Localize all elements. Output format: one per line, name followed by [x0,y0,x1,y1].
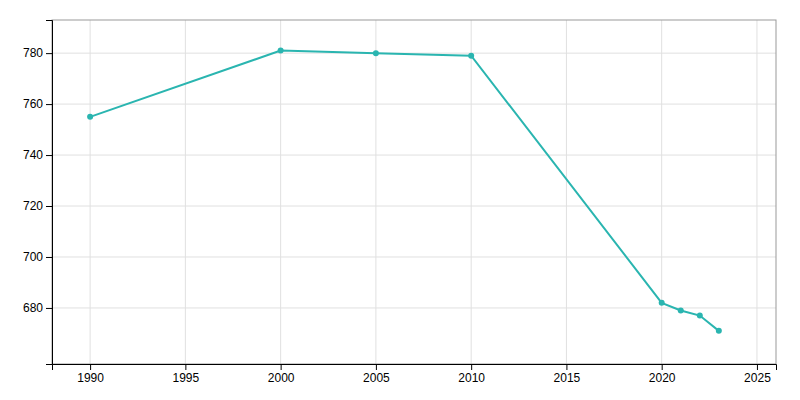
y-tick-mark [46,53,52,54]
data-layer [87,48,722,334]
x-tick-mark [566,364,567,370]
x-tick: 2000 [268,364,295,385]
x-tick-label: 2015 [554,371,581,385]
x-tick-mark [662,364,663,370]
x-axis: 1990 1995 2000 2005 2010 2015 2020 2025 [53,364,777,385]
y-tick-label: 720 [23,199,43,213]
x-tick: 2015 [554,364,581,385]
x-tick-label: 1990 [77,371,104,385]
x-tick-label: 2000 [268,371,295,385]
x-tick: 2010 [458,364,485,385]
chart-container: 1990 1995 2000 2005 2010 2015 2020 2025 680 700 72… [0,0,800,400]
chart-svg: 1990 1995 2000 2005 2010 2015 2020 2025 680 700 72… [0,0,800,400]
x-tick: 1995 [173,364,200,385]
x-tick-mark [90,364,91,370]
plot-frame [52,20,776,364]
x-grid-line [375,20,376,364]
x-tick-mark [471,364,472,370]
y-grid-line [52,155,776,156]
x-grid-line [90,20,91,364]
data-point [716,328,722,334]
y-tick: 780 [23,46,52,60]
x-tick-label: 2020 [649,371,676,385]
x-grid-line [566,20,567,364]
x-tick-mark [376,364,377,370]
x-tick-label: 2025 [744,371,771,385]
data-point [678,307,684,313]
x-tick: 2005 [363,364,390,385]
y-tick: 740 [23,148,52,162]
data-point [697,313,703,319]
y-grid-line [52,206,776,207]
y-tick-mark [46,257,52,258]
y-tick-label: 780 [23,46,43,60]
y-grid-line [52,104,776,105]
x-tick-label: 2005 [363,371,390,385]
y-tick-label: 700 [23,250,43,264]
data-point [278,48,284,54]
y-tick: 720 [23,199,52,213]
x-grid-line [471,20,472,364]
y-axis: 680 700 720 740 760 780 [23,21,53,365]
x-tick: 2025 [744,364,771,385]
y-tick-mark [46,104,52,105]
y-tick-label: 680 [23,301,43,315]
x-grid-line [185,20,186,364]
x-tick: 2020 [649,364,676,385]
y-tick-mark [46,206,52,207]
plot-area: 1990 1995 2000 2005 2010 2015 2020 2025 680 700 72… [23,20,777,385]
x-tick-mark [185,364,186,370]
y-tick: 680 [23,301,52,315]
x-tick-mark [281,364,282,370]
x-tick-label: 1995 [173,371,200,385]
x-tick-mark [757,364,758,370]
x-grid-line [661,20,662,364]
data-point [659,300,665,306]
y-tick-mark [46,155,52,156]
data-point [468,53,474,59]
x-tick-label: 2010 [458,371,485,385]
x-axis-domain [53,365,777,371]
y-grid-line [52,256,776,257]
y-grid-line [52,307,776,308]
data-point [87,114,93,120]
y-axis-domain [46,21,53,365]
x-grid-line [280,20,281,364]
y-tick-mark [46,308,52,309]
data-point [373,50,379,56]
data-line [90,51,719,331]
y-tick: 700 [23,250,52,264]
grid [52,20,776,364]
y-tick-label: 760 [23,97,43,111]
x-tick: 1990 [77,364,104,385]
y-tick-label: 740 [23,148,43,162]
x-grid-line [756,20,757,364]
y-tick: 760 [23,97,52,111]
